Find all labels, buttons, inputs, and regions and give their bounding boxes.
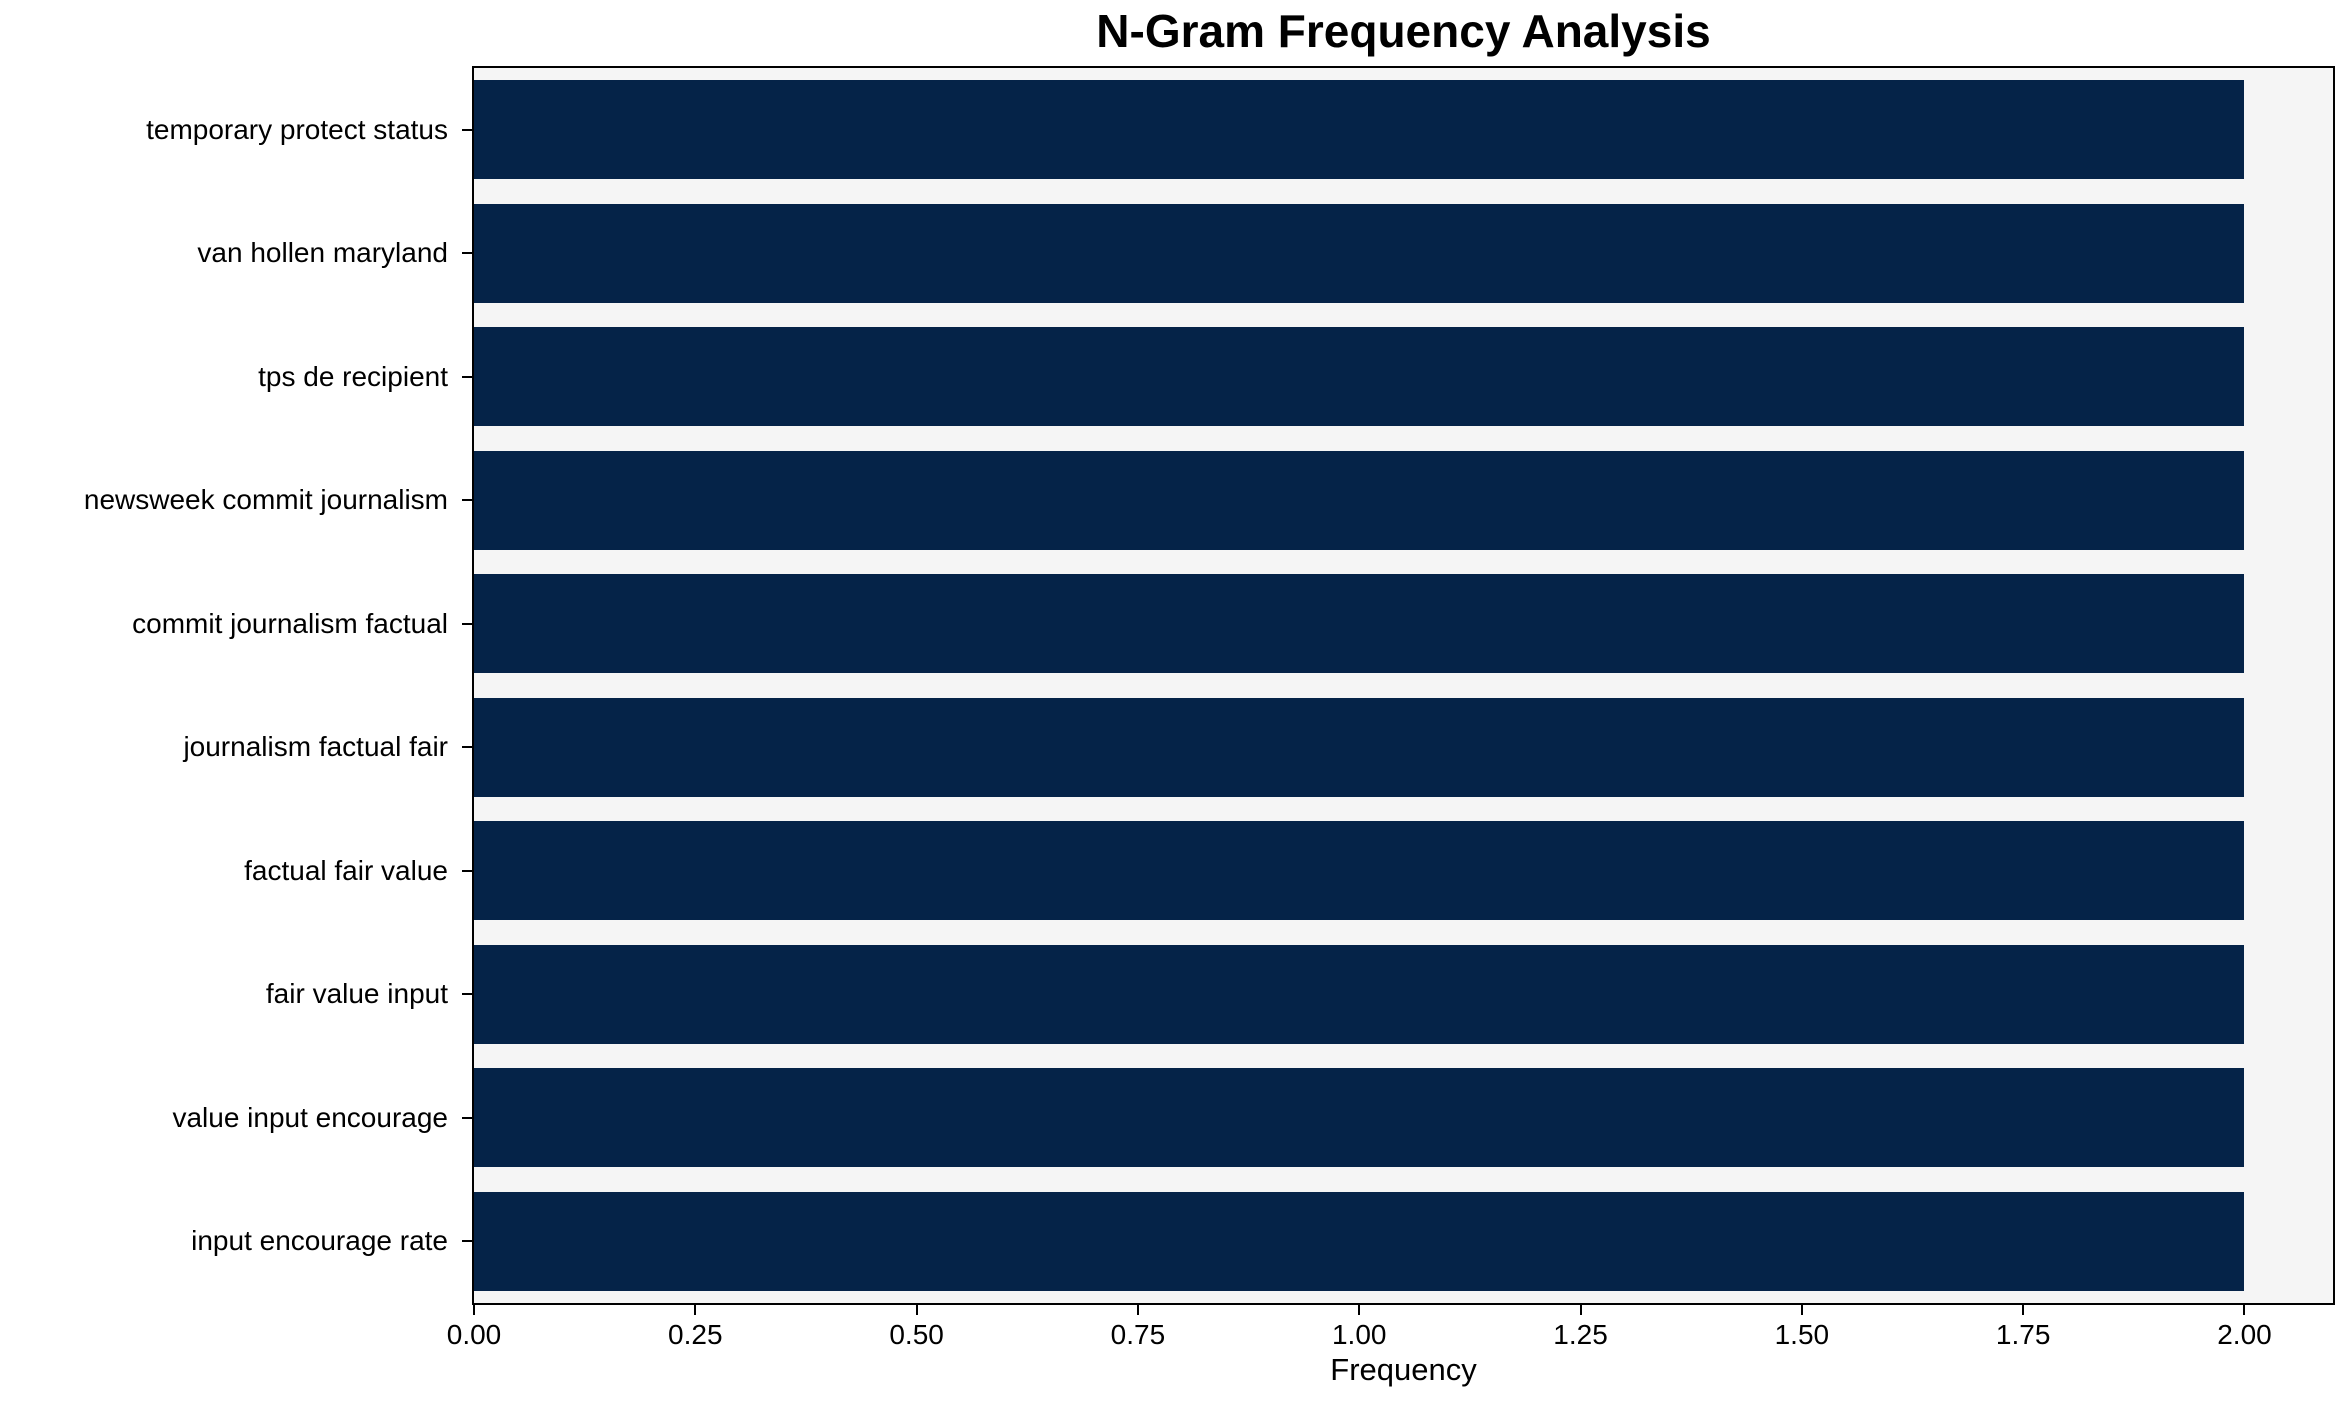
x-tick-mark: [915, 1303, 918, 1315]
y-tick-mark: [462, 1116, 474, 1119]
x-tick-label: 1.75: [1995, 1319, 2051, 1350]
bar-factual-fair-value: [474, 821, 2245, 921]
y-tick-label: input encourage rate: [191, 1225, 448, 1257]
bar-value-input-encourage: [474, 1068, 2245, 1168]
y-tick-label: factual fair value: [244, 854, 448, 886]
y-tick-mark: [462, 869, 474, 872]
y-tick-mark: [462, 252, 474, 255]
y-tick-label: newsweek commit journalism: [83, 484, 448, 516]
bar-tps-de-recipient: [474, 327, 2245, 427]
x-tick-label: 0.00: [446, 1319, 502, 1350]
x-tick-mark: [1579, 1303, 1582, 1315]
y-tick-label: commit journalism factual: [132, 607, 448, 639]
y-tick-label: journalism factual fair: [183, 731, 448, 763]
x-tick-label: 0.75: [1110, 1319, 1166, 1350]
bar-van-hollen-maryland: [474, 203, 2245, 303]
x-axis-title: Frequency: [1330, 1352, 1477, 1387]
bar-input-encourage-rate: [474, 1191, 2245, 1291]
y-tick-mark: [462, 375, 474, 378]
bar-journalism-factual-fair: [474, 697, 2245, 797]
bar-newsweek-commit-journalism: [474, 450, 2245, 550]
y-tick-label: value input encourage: [172, 1101, 448, 1133]
x-tick-mark: [1800, 1303, 1803, 1315]
x-tick-label: 2.00: [2217, 1319, 2272, 1350]
y-tick-label: temporary protect status: [146, 113, 448, 145]
chart-title: N-Gram Frequency Analysis: [1096, 5, 1711, 57]
y-tick-label: van hollen maryland: [197, 237, 448, 269]
y-tick-mark: [462, 622, 474, 625]
x-tick-label: 1.25: [1553, 1319, 1608, 1350]
bar-commit-journalism-factual: [474, 574, 2245, 674]
y-tick-mark: [462, 993, 474, 996]
x-tick-label: 1.00: [1331, 1319, 1387, 1350]
bar-temporary-protect-status: [474, 80, 2245, 180]
x-tick-mark: [2022, 1303, 2025, 1315]
y-tick-label: tps de recipient: [258, 360, 448, 392]
y-tick-mark: [462, 499, 474, 502]
bar-fair-value-input: [474, 944, 2245, 1044]
y-tick-mark: [462, 1240, 474, 1243]
x-tick-mark: [2243, 1303, 2246, 1315]
x-tick-label: 1.50: [1774, 1319, 1830, 1350]
x-tick-label: 0.50: [889, 1319, 944, 1350]
y-tick-mark: [462, 128, 474, 131]
y-tick-mark: [462, 746, 474, 749]
x-tick-mark: [1136, 1303, 1139, 1315]
x-tick-label: 0.25: [668, 1319, 723, 1350]
x-tick-mark: [1358, 1303, 1361, 1315]
y-tick-label: fair value input: [265, 978, 448, 1010]
x-tick-mark: [473, 1303, 475, 1315]
x-tick-mark: [694, 1303, 697, 1315]
